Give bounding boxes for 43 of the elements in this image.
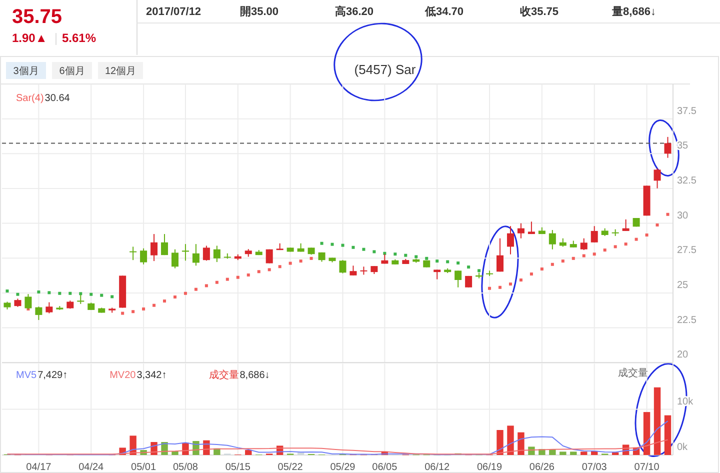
y-tick-label: 37.5	[677, 106, 697, 117]
x-tick-label: 06/26	[529, 462, 555, 473]
text: 12個月	[104, 66, 136, 77]
text: 6個月	[59, 66, 85, 77]
x-tick-label: 05/29	[330, 462, 356, 473]
y-tick-label: 27.5	[677, 245, 697, 256]
text: 2017/07/12	[146, 6, 202, 18]
x-tick-label: 07/03	[582, 462, 608, 473]
text: 5.61%	[62, 31, 96, 45]
x-tick-label: 05/22	[278, 462, 304, 473]
text: 量8,686↓	[611, 6, 656, 18]
text: 1.90▲	[12, 31, 48, 45]
x-tick-label: 05/01	[131, 462, 156, 473]
annotation: 3,342↑	[136, 370, 167, 381]
x-tick-label: 07/10	[634, 462, 660, 473]
chart-title: (5457) Sar	[354, 62, 416, 77]
y-tick-label: 32.5	[677, 175, 697, 186]
text: 成交量	[208, 369, 239, 381]
x-tick-label: 04/17	[26, 462, 52, 473]
text: 收35.75	[520, 6, 559, 18]
x-tick-label: 05/08	[172, 462, 198, 473]
y-tick-label: 25	[677, 280, 689, 291]
text: 開35.00	[240, 6, 279, 18]
y-axis-title: 成交量	[618, 367, 648, 379]
x-tick-label: 06/05	[372, 462, 398, 473]
text: MV20	[110, 370, 136, 381]
y-tick-label: 22.5	[677, 314, 697, 326]
x-tick-label: 06/19	[477, 462, 502, 473]
text: 35.75	[12, 6, 62, 28]
annotation: 8,686↓	[240, 370, 270, 381]
text: MV5	[16, 370, 37, 381]
text: Sar(4)	[16, 93, 44, 104]
annotation: 30.64	[44, 93, 70, 104]
text: 3個月	[13, 66, 39, 77]
annotation: 7,429↑	[38, 370, 68, 381]
text: 低34.70	[424, 6, 464, 18]
y-tick-label: 0k	[677, 442, 689, 453]
y-tick-label: 20	[677, 350, 689, 361]
x-tick-label: 05/15	[225, 462, 251, 473]
x-tick-label: 06/12	[424, 462, 450, 473]
x-tick-label: 04/24	[78, 462, 104, 473]
y-tick-label: 30	[677, 210, 689, 222]
text: 高36.20	[335, 5, 374, 18]
